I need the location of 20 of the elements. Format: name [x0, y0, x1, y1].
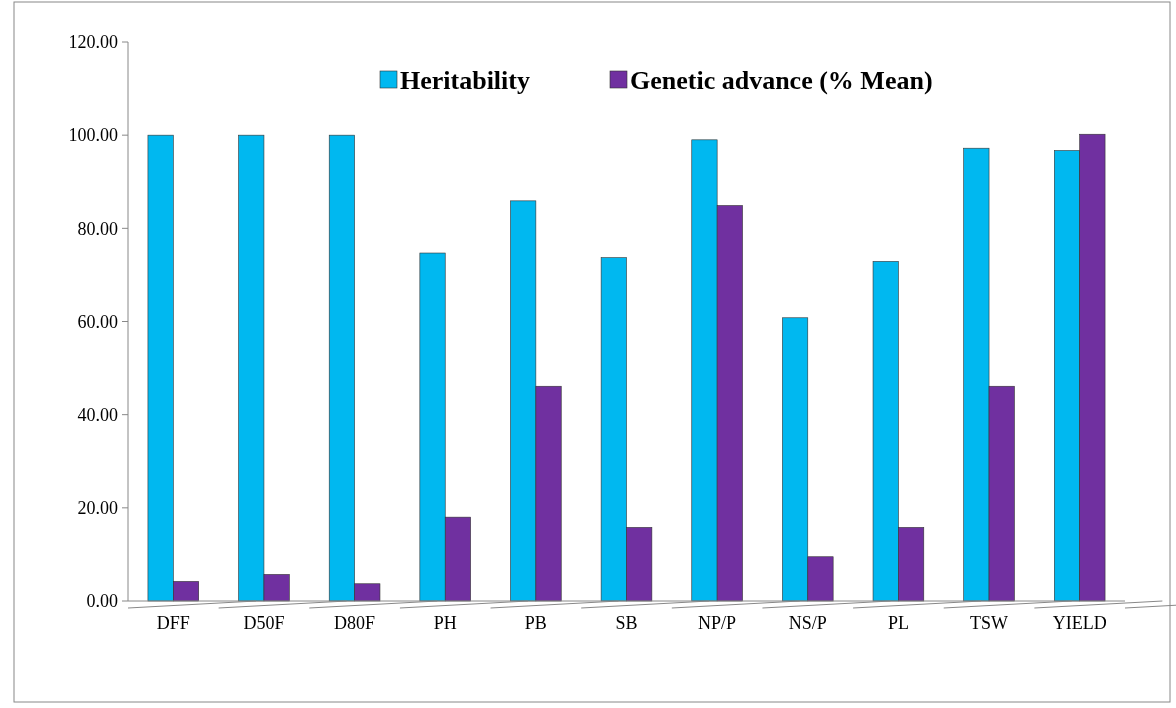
- y-tick-label: 100.00: [68, 125, 118, 146]
- legend-label: Genetic advance (% Mean): [630, 66, 933, 96]
- y-tick-label: 60.00: [77, 311, 118, 332]
- x-tick-label: PH: [433, 613, 457, 633]
- y-tick-label: 120.00: [68, 32, 118, 53]
- x-tick-label: YIELD: [1052, 613, 1107, 633]
- x-tick-label: DFF: [156, 613, 190, 633]
- x-tick-label: SB: [615, 613, 638, 633]
- y-tick-label: 80.00: [77, 218, 118, 239]
- y-tick-label: 20.00: [77, 498, 118, 519]
- x-tick-label: D80F: [334, 613, 376, 633]
- x-tick-label: D50F: [243, 613, 285, 633]
- y-tick-label: 40.00: [77, 404, 118, 425]
- legend-label: Heritability: [400, 66, 530, 96]
- y-tick-label: 0.00: [86, 591, 118, 612]
- x-tick-label: TSW: [970, 613, 1009, 633]
- x-tick-label: NS/P: [788, 613, 827, 633]
- x-tick-label: PB: [524, 613, 547, 633]
- x-tick-label: PL: [887, 613, 909, 633]
- x-tick-label: NP/P: [698, 613, 737, 633]
